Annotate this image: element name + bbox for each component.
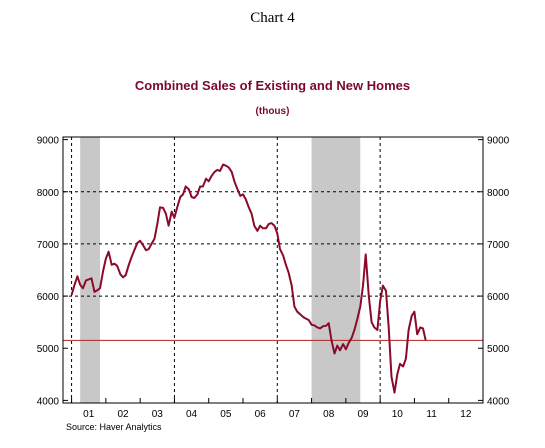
x-tick-label: 09: [357, 409, 369, 420]
x-tick-label: 11: [426, 409, 437, 420]
left-y-tick-label: 5000: [37, 344, 60, 355]
x-tick-label: 12: [460, 409, 472, 420]
left-y-tick-label: 4000: [37, 396, 60, 407]
x-tick-label: 07: [289, 409, 301, 420]
right-y-tick-label: 4000: [487, 396, 510, 407]
x-tick-label: 04: [186, 409, 198, 420]
recession-band-2: [311, 137, 361, 403]
chart-number-label: Chart 4: [250, 10, 295, 26]
x-tick-label: 10: [392, 409, 404, 420]
x-tick-label: 02: [117, 409, 129, 420]
plot-frame: [62, 136, 484, 404]
recession-band-1: [80, 137, 101, 403]
left-y-tick-label: 8000: [37, 188, 60, 199]
right-y-tick-label: 5000: [487, 344, 510, 355]
x-tick-label: 05: [220, 409, 232, 420]
right-y-tick-label: 7000: [487, 240, 510, 251]
left-y-tick-label: 6000: [37, 292, 60, 303]
x-tick-label: 06: [255, 409, 267, 420]
chart-subtitle: (thous): [255, 106, 290, 117]
source-note: Source: Haver Analytics: [66, 422, 162, 432]
x-tick-label: 01: [83, 409, 95, 420]
series-line-1: [70, 163, 427, 394]
x-tick-label: 08: [323, 409, 335, 420]
chart-title: Combined Sales of Existing and New Homes: [134, 78, 411, 93]
x-tick-label: 03: [152, 409, 164, 420]
right-y-tick-label: 8000: [487, 188, 510, 199]
left-y-tick-label: 9000: [37, 136, 60, 147]
left-y-tick-label: 7000: [37, 240, 60, 251]
right-y-tick-label: 6000: [487, 292, 510, 303]
right-y-tick-label: 9000: [487, 136, 510, 147]
